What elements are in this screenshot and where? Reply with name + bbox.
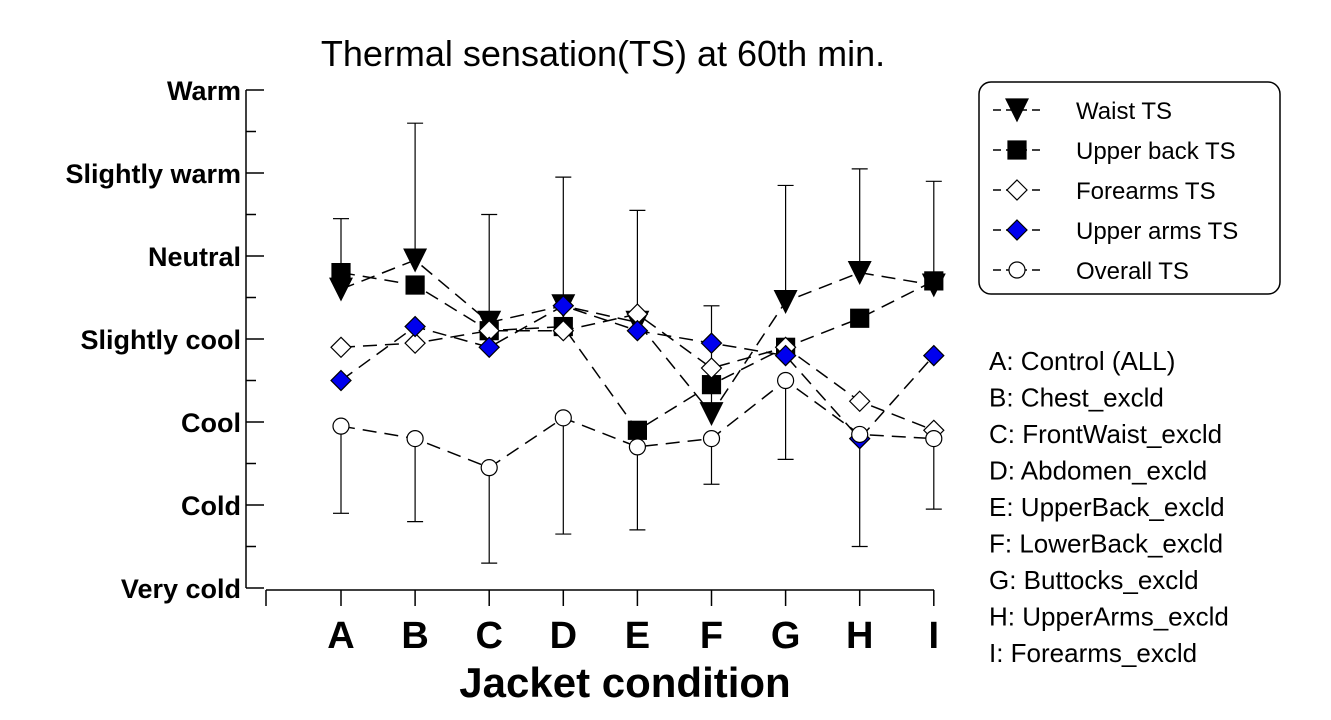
series-line xyxy=(340,379,934,469)
data-point-square xyxy=(331,263,351,283)
data-point-diamond xyxy=(1006,219,1028,241)
data-point-triangle xyxy=(403,248,428,273)
condition-key-item: H: UpperArms_excld xyxy=(989,602,1229,632)
x-tick-label: I xyxy=(929,615,940,657)
series-markers xyxy=(329,248,946,477)
y-tick-label: Very cold xyxy=(121,574,241,604)
x-tick-label: B xyxy=(401,615,428,657)
data-point-circle xyxy=(480,459,498,477)
x-tick-label: A xyxy=(327,615,354,657)
x-tick-label: E xyxy=(625,615,650,657)
legend-box xyxy=(978,81,1281,295)
y-tick-label: Warm xyxy=(167,76,241,106)
data-point-circle xyxy=(1008,261,1026,279)
condition-key-item: F: LowerBack_excld xyxy=(989,529,1223,559)
x-tick-label: F xyxy=(700,615,723,657)
data-point-diamond xyxy=(700,357,723,379)
y-tick-label: Slightly warm xyxy=(65,159,241,189)
data-point-square xyxy=(924,271,944,291)
x-tick-label: D xyxy=(550,615,577,657)
legend-label: Waist TS xyxy=(1076,98,1172,125)
data-point-circle xyxy=(332,417,350,435)
legend-label: Forearms TS xyxy=(1076,178,1216,205)
data-point-square xyxy=(850,308,870,328)
condition-key-item: D: Abdomen_excld xyxy=(989,456,1207,486)
data-point-diamond xyxy=(404,332,426,354)
data-point-diamond xyxy=(552,319,575,342)
data-point-circle xyxy=(776,371,795,390)
condition-key-item: G: Buttocks_excld xyxy=(989,565,1199,595)
data-point-square xyxy=(1007,140,1027,160)
x-tick-label: G xyxy=(771,615,801,657)
condition-key-item: A: Control (ALL) xyxy=(989,346,1175,376)
y-axis: Warm Slightly warm Neutral Slightly cool Coo… xyxy=(65,76,264,604)
data-point-diamond xyxy=(552,294,575,317)
data-point-diamond xyxy=(1006,179,1028,201)
data-point-diamond xyxy=(774,344,797,367)
data-point-diamond xyxy=(330,369,352,392)
data-point-diamond xyxy=(626,319,649,342)
data-point-diamond xyxy=(848,390,871,413)
data-point-square xyxy=(627,420,648,440)
data-point-diamond xyxy=(330,336,352,359)
data-point-circle xyxy=(702,430,721,448)
y-tick-label: Cool xyxy=(181,408,241,438)
data-point-diamond xyxy=(700,332,723,354)
series-line xyxy=(340,259,934,415)
data-point-diamond xyxy=(404,315,426,338)
condition-key-item: B: Chest_excld xyxy=(989,383,1164,413)
data-point-circle xyxy=(554,409,572,427)
data-point-triangle xyxy=(1005,98,1029,123)
condition-key-item: E: UpperBack_excld xyxy=(989,492,1225,522)
legend: Waist TS Upper back TS Forearms TS Upper ar… xyxy=(978,81,1281,295)
x-axis: A B C D E F G H I xyxy=(265,589,940,657)
legend-label: Upper back TS xyxy=(1076,138,1236,165)
y-tick-label: Slightly cool xyxy=(80,325,241,355)
data-point-circle xyxy=(851,425,869,444)
legend-label: Overall TS xyxy=(1076,258,1189,285)
chart-title: Thermal sensation(TS) at 60th min. xyxy=(321,33,885,74)
condition-key-item: C: FrontWaist_excld xyxy=(989,419,1222,449)
y-tick-label: Neutral xyxy=(148,242,241,272)
y-tick-label: Cold xyxy=(181,491,241,521)
data-point-diamond xyxy=(922,344,945,367)
data-point-square xyxy=(405,275,425,295)
x-axis-label: Jacket condition xyxy=(459,659,790,706)
data-point-circle xyxy=(628,438,647,456)
data-point-triangle xyxy=(773,290,798,314)
data-point-diamond xyxy=(478,336,501,359)
error-bars xyxy=(333,122,942,564)
x-tick-label: C xyxy=(475,615,502,657)
data-point-circle xyxy=(925,430,943,448)
data-point-circle xyxy=(406,430,424,448)
condition-key-item: I: Forearms_excld xyxy=(989,638,1197,668)
x-tick-label: H xyxy=(846,615,873,657)
data-point-triangle xyxy=(847,261,872,285)
legend-label: Upper arms TS xyxy=(1076,218,1238,245)
condition-key: A: Control (ALL) B: Chest_excld C: FrontWa… xyxy=(989,346,1229,668)
data-point-triangle xyxy=(699,402,724,427)
